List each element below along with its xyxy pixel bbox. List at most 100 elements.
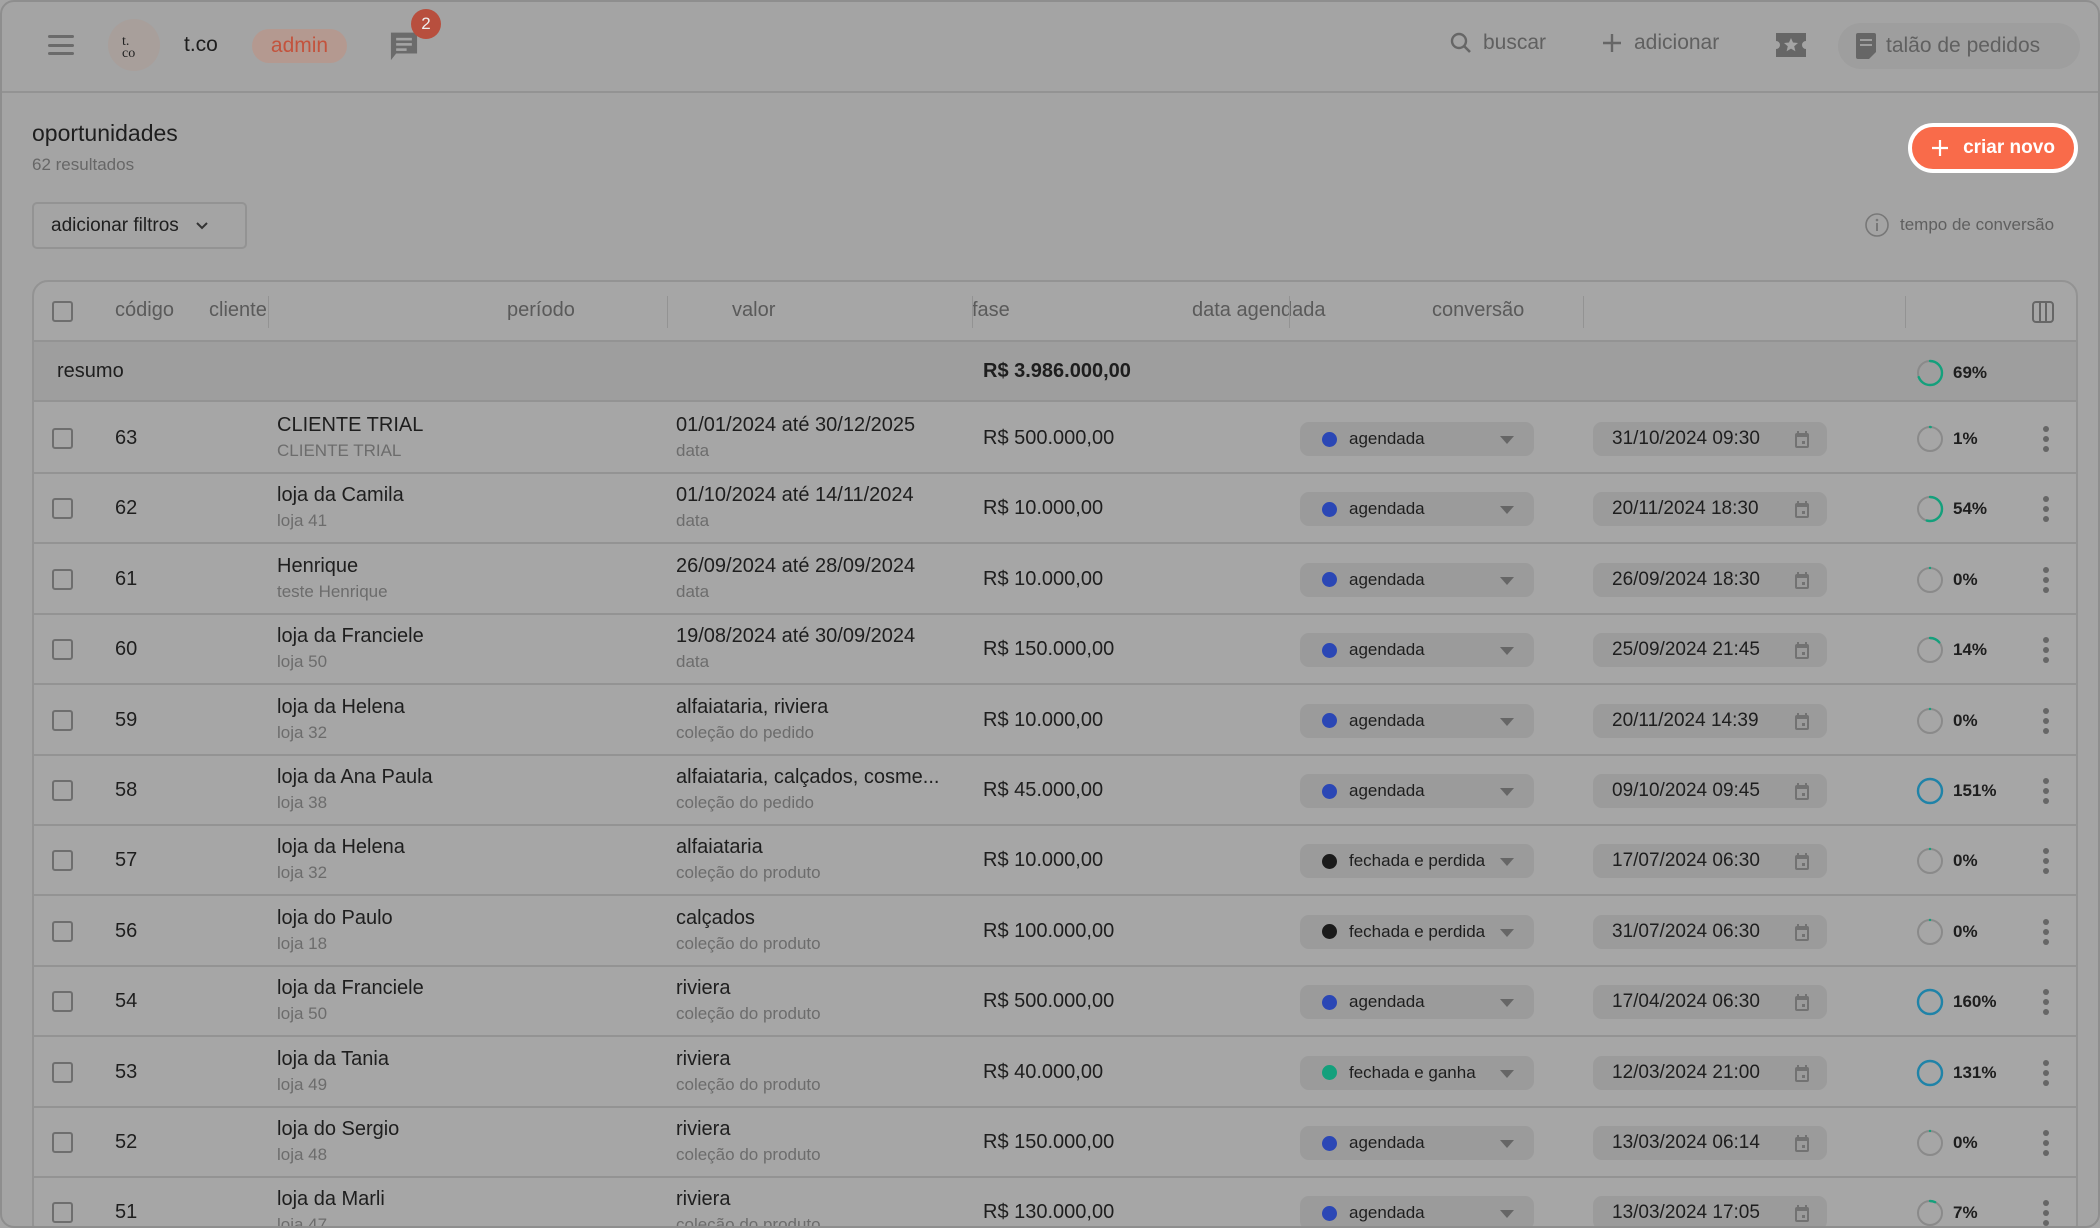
scheduled-date-field[interactable]: 31/07/2024 06:30	[1593, 914, 1827, 949]
row-checkbox[interactable]	[52, 428, 73, 449]
column-header[interactable]: fase	[972, 299, 1010, 321]
table-row[interactable]: 53 loja da Tania loja 49 riviera coleção…	[34, 1038, 2076, 1108]
table-row[interactable]: 51 loja da Marli loja 47 riviera coleção…	[34, 1178, 2076, 1226]
table-row[interactable]: 57 loja da Helena loja 32 alfaiataria co…	[34, 826, 2076, 897]
more-options-icon[interactable]	[2043, 496, 2049, 523]
phase-select[interactable]: agendada	[1300, 703, 1534, 738]
column-header[interactable]: data agendada	[1192, 299, 1326, 321]
table-row[interactable]: 63 CLIENTE TRIAL CLIENTE TRIAL 01/01/202…	[34, 404, 2076, 474]
table-row[interactable]: 58 loja da Ana Paula loja 38 alfaiataria…	[34, 756, 2076, 826]
column-header[interactable]: período	[507, 299, 575, 321]
conversion-time-info[interactable]: tempo de conversão	[1864, 212, 2054, 238]
scheduled-date-field[interactable]: 13/03/2024 17:05	[1593, 1196, 1827, 1226]
calendar-icon[interactable]	[1795, 783, 1809, 800]
calendar-icon[interactable]	[1795, 1205, 1809, 1223]
scheduled-date-field[interactable]: 13/03/2024 06:14	[1593, 1126, 1827, 1160]
more-options-icon[interactable]	[2043, 1130, 2049, 1156]
calendar-icon[interactable]	[1795, 1064, 1809, 1082]
phase-select[interactable]: agendada	[1300, 633, 1534, 668]
more-options-icon[interactable]	[2043, 707, 2049, 734]
phase-select[interactable]: agendada	[1300, 422, 1534, 456]
role-badge[interactable]: admin	[252, 29, 347, 63]
row-client[interactable]: loja da Camila	[277, 484, 404, 507]
columns-icon[interactable]	[2032, 301, 2054, 323]
scheduled-date-field[interactable]: 12/03/2024 21:00	[1593, 1055, 1827, 1090]
table-row[interactable]: 62 loja da Camila loja 41 01/10/2024 até…	[34, 474, 2076, 545]
scheduled-date-field[interactable]: 25/09/2024 21:45	[1593, 633, 1827, 668]
row-checkbox[interactable]	[52, 639, 73, 661]
scheduled-date-field[interactable]: 17/04/2024 06:30	[1593, 985, 1827, 1020]
column-divider[interactable]	[268, 296, 269, 328]
search-button[interactable]: buscar	[1449, 31, 1546, 55]
column-header[interactable]: valor	[732, 299, 776, 321]
scheduled-date-field[interactable]: 31/10/2024 09:30	[1593, 422, 1827, 456]
add-button[interactable]: adicionar	[1600, 31, 1719, 55]
column-divider[interactable]	[1905, 296, 1906, 328]
table-row[interactable]: 60 loja da Franciele loja 50 19/08/2024 …	[34, 615, 2076, 686]
row-client[interactable]: CLIENTE TRIAL	[277, 414, 424, 436]
phase-select[interactable]: agendada	[1300, 1196, 1534, 1226]
phase-select[interactable]: agendada	[1300, 985, 1534, 1020]
scheduled-date-field[interactable]: 26/09/2024 18:30	[1593, 562, 1827, 597]
add-filters-dropdown[interactable]: adicionar filtros	[32, 202, 247, 249]
more-options-icon[interactable]	[2043, 918, 2049, 945]
row-client[interactable]: loja do Sergio	[277, 1118, 400, 1140]
chat-icon[interactable]	[388, 30, 420, 69]
more-options-icon[interactable]	[2043, 778, 2049, 804]
more-options-icon[interactable]	[2043, 1200, 2049, 1226]
phase-select[interactable]: agendada	[1300, 562, 1534, 597]
row-client[interactable]: loja da Marli	[277, 1188, 385, 1211]
calendar-icon[interactable]	[1795, 501, 1809, 519]
row-checkbox[interactable]	[52, 780, 73, 801]
calendar-icon[interactable]	[1795, 712, 1809, 730]
select-all-checkbox[interactable]	[52, 301, 73, 322]
row-client[interactable]: loja da Helena	[277, 695, 405, 718]
brand-logo[interactable]: t. co	[108, 19, 160, 71]
row-checkbox[interactable]	[52, 850, 73, 872]
row-client[interactable]: loja da Helena	[277, 836, 405, 859]
column-header[interactable]: conversão	[1432, 299, 1525, 321]
calendar-icon[interactable]	[1795, 853, 1809, 871]
column-divider[interactable]	[667, 296, 668, 328]
phase-select[interactable]: agendada	[1300, 1126, 1534, 1160]
column-header[interactable]: cliente	[209, 299, 267, 321]
phase-select[interactable]: fechada e perdida	[1300, 844, 1534, 879]
row-client[interactable]: loja da Ana Paula	[277, 766, 433, 788]
row-client[interactable]: loja da Franciele	[277, 625, 424, 648]
calendar-icon[interactable]	[1795, 923, 1809, 941]
phase-select[interactable]: agendada	[1300, 774, 1534, 808]
calendar-icon[interactable]	[1795, 571, 1809, 589]
menu-icon[interactable]	[48, 35, 74, 55]
calendar-icon[interactable]	[1795, 431, 1809, 448]
scheduled-date-field[interactable]: 17/07/2024 06:30	[1593, 844, 1827, 879]
row-checkbox[interactable]	[52, 991, 73, 1013]
more-options-icon[interactable]	[2043, 1059, 2049, 1086]
calendar-icon[interactable]	[1795, 994, 1809, 1012]
create-new-button[interactable]: criar novo	[1908, 123, 2078, 173]
scheduled-date-field[interactable]: 20/11/2024 14:39	[1593, 703, 1827, 738]
table-row[interactable]: 59 loja da Helena loja 32 alfaiataria, r…	[34, 686, 2076, 756]
column-divider[interactable]	[1583, 296, 1584, 328]
column-divider[interactable]	[972, 296, 973, 328]
table-row[interactable]: 54 loja da Franciele loja 50 riviera col…	[34, 967, 2076, 1038]
row-client[interactable]: loja do Paulo	[277, 906, 393, 929]
scheduled-date-field[interactable]: 09/10/2024 09:45	[1593, 774, 1827, 808]
ticket-star-icon[interactable]	[1776, 33, 1806, 62]
calendar-icon[interactable]	[1795, 642, 1809, 660]
row-client[interactable]: loja da Tania	[277, 1047, 389, 1070]
table-row[interactable]: 56 loja do Paulo loja 18 calçados coleçã…	[34, 897, 2076, 967]
calendar-icon[interactable]	[1795, 1135, 1809, 1152]
row-checkbox[interactable]	[52, 1202, 73, 1224]
scheduled-date-field[interactable]: 20/11/2024 18:30	[1593, 492, 1827, 527]
column-header[interactable]: código	[115, 299, 174, 321]
phase-select[interactable]: agendada	[1300, 492, 1534, 527]
more-options-icon[interactable]	[2043, 566, 2049, 593]
column-divider[interactable]	[1289, 296, 1290, 328]
phase-select[interactable]: fechada e ganha	[1300, 1055, 1534, 1090]
more-options-icon[interactable]	[2043, 848, 2049, 875]
row-checkbox[interactable]	[52, 1132, 73, 1153]
row-checkbox[interactable]	[52, 920, 73, 942]
row-checkbox[interactable]	[52, 568, 73, 590]
more-options-icon[interactable]	[2043, 426, 2049, 452]
more-options-icon[interactable]	[2043, 637, 2049, 664]
